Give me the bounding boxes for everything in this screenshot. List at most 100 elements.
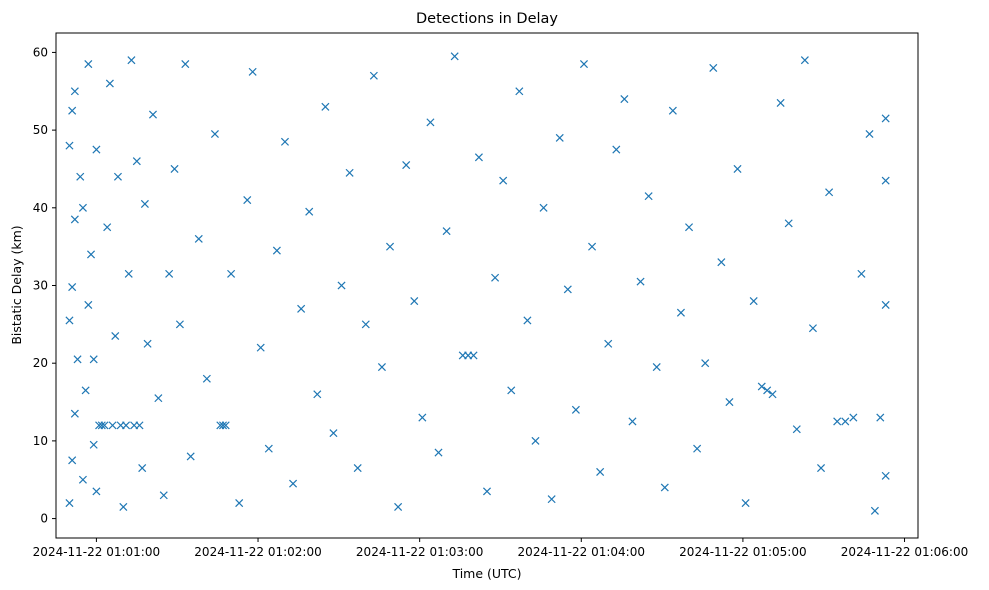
scatter-point: [140, 199, 149, 208]
scatter-point: [70, 87, 79, 96]
scatter-point: [499, 176, 508, 185]
scatter-point: [571, 405, 580, 414]
scatter-point: [881, 114, 890, 123]
scatter-point: [221, 421, 230, 430]
chart-title: Detections in Delay: [416, 11, 558, 27]
scatter-point: [132, 157, 141, 166]
scatter-point: [68, 283, 77, 292]
scatter-point: [202, 374, 211, 383]
x-axis-label: Time (UTC): [451, 566, 521, 581]
scatter-point: [741, 499, 750, 508]
scatter-point: [103, 223, 112, 232]
y-axis-ticks: 0 10 20 30 40 50 60: [33, 45, 56, 526]
scatter-point: [579, 60, 588, 69]
scatter-point: [68, 106, 77, 115]
scatter-point: [113, 172, 122, 181]
scatter-point: [620, 95, 629, 104]
scatter-point: [418, 413, 427, 422]
scatter-point: [825, 188, 834, 197]
scatter-point: [808, 324, 817, 333]
scatter-point: [70, 215, 79, 224]
scatter-point: [394, 502, 403, 511]
scatter-point: [717, 258, 726, 267]
scatter-point: [833, 417, 842, 426]
scatter-point: [92, 487, 101, 496]
scatter-point: [272, 246, 281, 255]
scatter-point: [264, 444, 273, 453]
scatter-point: [89, 440, 98, 449]
scatter-point: [563, 285, 572, 294]
scatter-point: [280, 137, 289, 146]
scatter-point: [78, 475, 87, 484]
scatter-point: [660, 483, 669, 492]
y-tick-label: 50: [33, 123, 48, 137]
scatter-point: [337, 281, 346, 290]
scatter-point: [881, 176, 890, 185]
scatter-point: [65, 316, 74, 325]
scatter-point: [386, 242, 395, 251]
scatter-point: [143, 339, 152, 348]
scatter-point: [515, 87, 524, 96]
scatter-point: [870, 506, 879, 515]
scatter-point: [491, 273, 500, 282]
scatter-point: [849, 413, 858, 422]
scatter-point: [181, 60, 190, 69]
scatter-point: [122, 421, 131, 430]
scatter-point: [693, 444, 702, 453]
scatter-point: [547, 495, 556, 504]
scatter-point: [450, 52, 459, 61]
y-tick-label: 40: [33, 201, 48, 215]
scatter-point: [709, 63, 718, 72]
scatter-point: [482, 487, 492, 496]
x-tick-label: 2024-11-22 01:01:00: [33, 545, 160, 559]
scatter-point: [100, 421, 109, 430]
scatter-point: [410, 297, 419, 306]
scatter-point: [297, 304, 306, 313]
scatter-point: [768, 390, 777, 399]
scatter-point: [165, 269, 174, 278]
scatter-point: [111, 331, 120, 341]
scatter-point: [305, 207, 314, 216]
scatter-point: [507, 386, 516, 395]
scatter-point: [469, 351, 478, 360]
scatter-point: [210, 129, 219, 139]
scatter-point: [108, 421, 117, 430]
y-tick-label: 60: [33, 45, 48, 59]
scatter-point: [313, 390, 322, 399]
scatter-point: [792, 425, 801, 434]
scatter-point: [138, 464, 147, 473]
scatter-point: [369, 71, 378, 80]
x-tick-label: 2024-11-22 01:02:00: [194, 545, 321, 559]
scatter-point: [148, 110, 157, 119]
scatter-point: [186, 452, 195, 461]
scatter-point: [361, 320, 370, 329]
scatter-point: [76, 172, 85, 181]
scatter-point: [881, 471, 890, 480]
x-tick-label: 2024-11-22 01:03:00: [356, 545, 483, 559]
scatter-point: [685, 223, 694, 232]
scatter-point: [636, 277, 645, 286]
scatter-point: [105, 79, 114, 88]
scatter-point: [243, 196, 252, 205]
scatter-point: [612, 145, 621, 154]
x-tick-label: 2024-11-22 01:06:00: [841, 545, 968, 559]
scatter-point: [800, 56, 809, 65]
y-tick-label: 10: [33, 434, 48, 448]
scatter-point: [97, 421, 106, 430]
scatter-point: [442, 227, 451, 236]
scatter-point: [474, 153, 483, 162]
scatter-point: [73, 355, 82, 364]
scatter-point: [588, 242, 597, 251]
scatter-point: [841, 417, 850, 426]
scatter-point: [628, 417, 637, 426]
scatter-point: [817, 464, 826, 473]
scatter-point: [757, 382, 766, 391]
scatter-point: [135, 421, 144, 430]
scatter-point: [175, 320, 184, 329]
scatter-point: [159, 491, 168, 500]
scatter-point: [555, 133, 564, 142]
scatter-point: [402, 161, 411, 170]
scatter-point: [668, 106, 677, 115]
scatter-point: [865, 129, 874, 139]
